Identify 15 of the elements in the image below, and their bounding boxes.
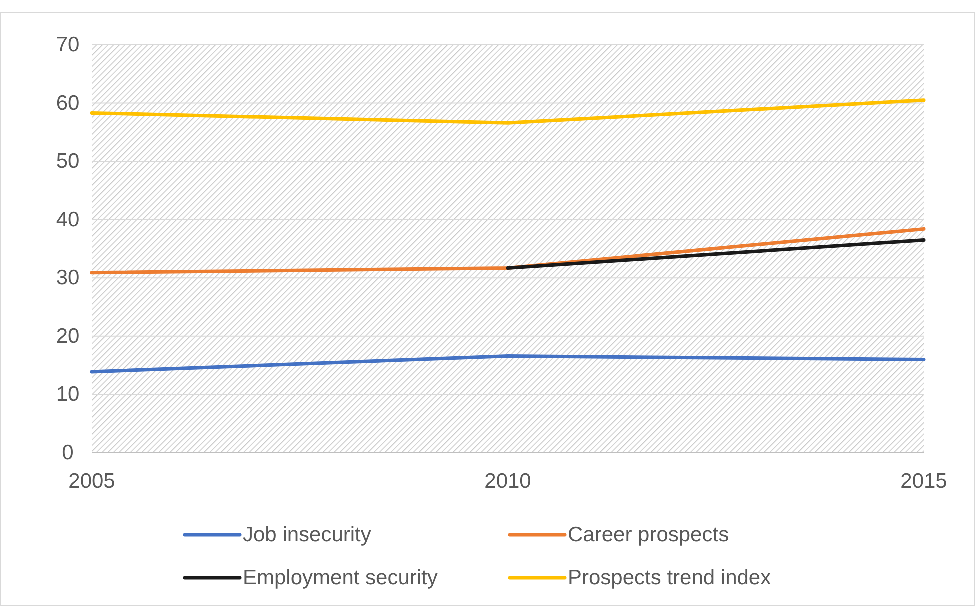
- y-tick-label: 60: [56, 92, 80, 115]
- legend-label: Employment security: [243, 566, 438, 590]
- y-tick-label: 70: [56, 34, 80, 56]
- y-tick-label: 50: [56, 150, 80, 174]
- legend-label: Career prospects: [568, 524, 730, 546]
- x-tick-label: 2005: [68, 470, 116, 493]
- y-tick-label: 30: [56, 266, 80, 290]
- y-tick-label: 20: [56, 324, 80, 348]
- y-tick-label: 40: [56, 208, 80, 232]
- y-tick-label: 0: [62, 442, 74, 464]
- y-tick-label: 10: [56, 383, 80, 406]
- legend-label: Prospects trend index: [568, 566, 772, 590]
- legend-label: Job insecurity: [243, 524, 372, 546]
- x-tick-label: 2015: [900, 470, 948, 493]
- x-tick-label: 2010: [484, 470, 532, 493]
